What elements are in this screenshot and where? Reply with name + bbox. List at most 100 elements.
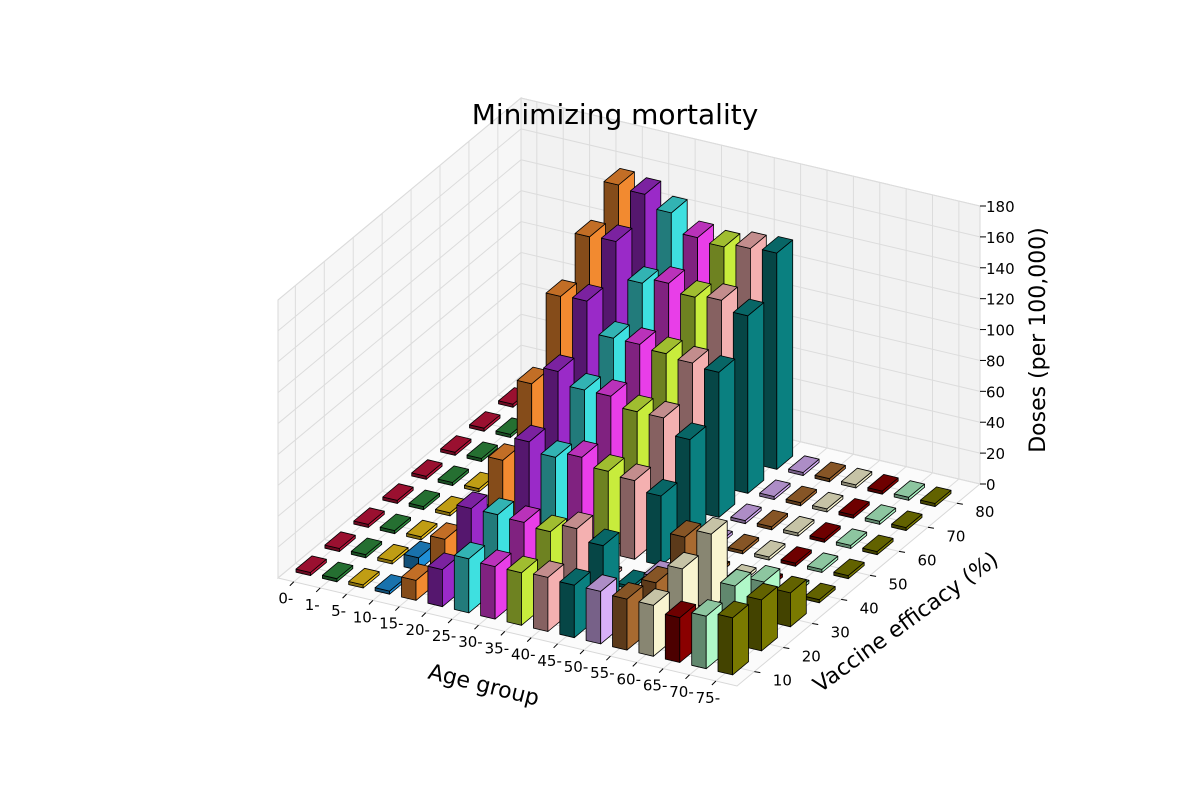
y-tick-mark: [754, 671, 761, 674]
x-tick-label: 15-: [379, 615, 404, 633]
bar-0-eff-60: [440, 435, 472, 456]
bar-45-eff-80: [761, 236, 794, 470]
x-tick-mark: [685, 674, 690, 680]
x-tick-mark: [342, 593, 347, 599]
x-tick-label: 30-: [458, 633, 483, 651]
bar-0-eff-70: [469, 411, 501, 432]
grid-side-z: [277, 159, 522, 363]
bar-45-eff-50: [675, 422, 707, 542]
y-tick-mark: [898, 550, 906, 553]
y-tick-label: 10: [773, 672, 792, 690]
x-axis-label: Age group: [426, 660, 542, 712]
x-tick-label: 0-: [278, 590, 293, 608]
bar-40-eff-40: [619, 463, 651, 560]
bar-55-eff-60: [756, 509, 788, 531]
bar-0-eff-20: [324, 531, 356, 552]
x-tick-label: 50-: [564, 658, 589, 676]
x-tick-label: 45-: [537, 652, 562, 670]
bar-55-eff-70: [785, 485, 817, 507]
bar-65-eff-60: [809, 522, 841, 543]
tick-labels: 0- 1- 5- 10- 15- 20- 25- 30- 35- 40- 45- 50- 55- 60- 6…: [278, 198, 1014, 707]
z-tick-label: 40: [986, 414, 1005, 432]
bar-65-eff-50: [780, 546, 812, 567]
bar-1-eff-10: [321, 561, 354, 583]
y-tick-mark: [927, 526, 935, 529]
x-tick-label: 35-: [485, 639, 510, 657]
bar-50-eff-60: [730, 503, 762, 525]
bar-5-eff-30: [406, 519, 438, 541]
chart-title: Minimizing mortality: [472, 98, 759, 131]
grid-side-z: [277, 313, 522, 517]
y-tick-label: 50: [889, 575, 908, 593]
bar-1-eff-50: [437, 465, 469, 487]
x-tick-label: 55-: [590, 664, 615, 682]
x-tick-mark: [553, 643, 558, 649]
x-tick-label: 60-: [617, 670, 642, 688]
grid-side-z: [277, 97, 522, 301]
bar-1-eff-30: [379, 513, 412, 535]
grid-back-z: [520, 128, 981, 238]
bar-50-eff-10: [585, 574, 617, 645]
grid-side-z: [277, 221, 522, 424]
z-tick-label: 0: [986, 476, 996, 494]
bar-5-eff-20: [377, 543, 409, 565]
x-tick-mark: [474, 624, 479, 630]
bar-75-eff-50: [833, 558, 865, 580]
y-tick-mark: [783, 647, 790, 650]
x-tick-mark: [632, 662, 638, 667]
bar-70-eff-10: [691, 599, 723, 670]
x-tick-mark: [315, 587, 321, 593]
bar-55-eff-10: [612, 582, 644, 651]
x-tick-label: 25-: [432, 627, 457, 645]
bar-20-eff-10: [427, 552, 459, 608]
bar-60-eff-50: [754, 540, 786, 561]
bar-65-eff-10: [664, 600, 697, 663]
x-tick-mark: [289, 581, 295, 587]
z-tick-label: 60: [986, 383, 1005, 401]
bar-50-eff-80: [788, 455, 820, 477]
bar-5-eff-10: [348, 567, 380, 589]
x-tick-label: 65-: [643, 677, 668, 695]
bar-0-eff-40: [382, 483, 414, 504]
x-tick-mark: [447, 618, 453, 624]
z-tick-label: 160: [986, 229, 1015, 247]
y-tick-label: 40: [860, 599, 879, 617]
y-tick-mark: [841, 598, 848, 601]
grid-side-z: [277, 344, 522, 548]
bar-50-eff-70: [759, 479, 791, 501]
x-tick-label: 40-: [511, 646, 536, 664]
bar-30-eff-10: [480, 549, 512, 620]
bar-55-eff-50: [727, 533, 760, 555]
bar-70-eff-60: [835, 528, 868, 549]
bar-75-eff-30: [775, 575, 807, 628]
bar-75-eff-70: [891, 510, 923, 531]
z-tick-label: 80: [986, 352, 1005, 370]
bar-45-eff-70: [732, 298, 765, 494]
bar-35-eff-10: [506, 555, 538, 626]
z-tick-label: 20: [986, 445, 1005, 463]
bar-70-eff-80: [893, 480, 925, 501]
z-tick-label: 120: [986, 291, 1015, 309]
bar-45-eff-60: [704, 355, 736, 518]
x-tick-mark: [421, 612, 427, 618]
bar-65-eff-80: [867, 473, 899, 495]
z-axis-label: Doses (per 100,000): [1026, 227, 1051, 453]
bar-0-eff-10: [295, 555, 327, 576]
bar-75-eff-60: [862, 534, 894, 556]
bar-0-eff-30: [353, 507, 385, 528]
bar-60-eff-80: [841, 467, 873, 489]
y-tick-label: 30: [831, 623, 850, 641]
y-tick-label: 70: [946, 527, 965, 545]
bar-75-eff-20: [746, 582, 778, 652]
y-tick-label: 60: [917, 551, 936, 569]
x-tick-mark: [500, 631, 506, 636]
x-tick-label: 1-: [305, 596, 320, 614]
bar-60-eff-60: [783, 515, 815, 537]
x-tick-label: 70-: [669, 683, 694, 701]
grid-back-z: [520, 159, 981, 269]
x-tick-label: 10-: [353, 608, 378, 626]
bar-75-eff-80: [920, 486, 952, 508]
x-tick-mark: [394, 606, 400, 611]
x-tick-mark: [658, 668, 664, 673]
